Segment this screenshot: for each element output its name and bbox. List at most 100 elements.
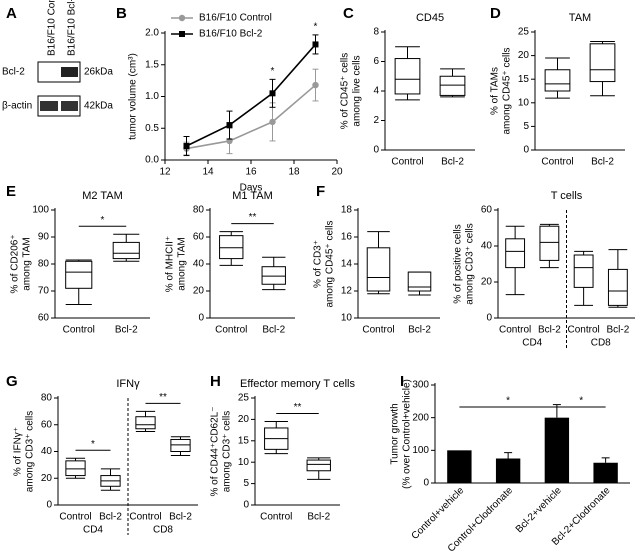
chart-title: TAM	[569, 12, 591, 24]
x-tick-label: Bcl-2	[307, 512, 330, 523]
chart-title: CD45	[416, 12, 444, 24]
y-axis-label: among CD45⁺ cells	[502, 48, 513, 135]
band-size: 42kDa	[84, 101, 113, 112]
y-axis-label: (% over Control+vehicle)	[402, 379, 413, 489]
blot-band	[61, 101, 78, 111]
legend-marker	[178, 14, 186, 22]
y-tick-label: 40	[41, 446, 53, 457]
box	[607, 268, 628, 306]
y-tick-label: 14	[341, 259, 353, 270]
group-label: CD4	[83, 525, 103, 536]
box	[261, 266, 286, 285]
y-tick-label: 10	[238, 457, 250, 468]
y-tick-label: 0	[198, 313, 204, 324]
x-tick-label: Bcl-2+vehicle	[514, 485, 564, 535]
annotation: **	[159, 392, 167, 403]
point	[269, 118, 276, 126]
panel-letter: B	[116, 5, 127, 22]
band-size: 26kDa	[84, 67, 113, 78]
y-axis-label: among CD3⁺ cells	[25, 411, 36, 492]
y-tick-label: 0	[423, 478, 429, 489]
y-tick-label: 200	[412, 412, 429, 423]
x-tick-label: Control	[499, 325, 531, 336]
x-tick-label: Bcl-2	[99, 512, 122, 523]
point	[312, 41, 319, 48]
y-tick-label: 20	[238, 414, 250, 425]
x-tick-label: Bcl-2	[408, 325, 431, 336]
y-tick-label: 0	[523, 145, 529, 156]
x-tick-label: Bcl-2	[262, 325, 285, 336]
y-tick-label: 60	[41, 419, 53, 430]
box	[170, 438, 191, 452]
bar	[544, 417, 570, 483]
y-tick-label: 90	[38, 232, 50, 243]
annotation: **	[249, 212, 257, 223]
x-tick-label: 20	[331, 167, 343, 178]
x-tick-label: 12	[159, 167, 171, 178]
annotation: *	[271, 66, 275, 77]
y-tick-label: 20	[518, 50, 530, 61]
y-axis-label: tumor volume (cm³)	[128, 53, 139, 140]
box	[573, 254, 594, 288]
x-tick-label: Bcl-2	[606, 325, 629, 336]
y-tick-label: 80	[38, 259, 50, 270]
x-tick-label: Bcl-2	[115, 325, 138, 336]
y-tick-label: 18	[341, 205, 353, 216]
x-tick-label: Control	[59, 512, 91, 523]
y-tick-label: 15	[518, 74, 530, 85]
y-tick-label: 12	[341, 286, 353, 297]
y-axis-label: % of positive cells	[453, 224, 464, 303]
y-tick-label: 0	[243, 500, 249, 511]
box	[219, 235, 244, 260]
annotation: *	[506, 396, 510, 407]
box	[394, 58, 421, 95]
y-tick-label: 1.5	[145, 59, 159, 70]
x-tick-label: Control	[260, 512, 292, 523]
box	[505, 238, 526, 269]
y-tick-label: 60	[38, 313, 50, 324]
y-axis-label: % of CD44⁺CD62L⁻	[210, 406, 221, 496]
group-label: CD8	[591, 338, 611, 349]
bar	[447, 450, 472, 483]
band-label: Bcl-2	[2, 67, 25, 78]
x-tick-label: Bcl-2	[538, 325, 561, 336]
x-tick-label: Bcl-2	[591, 157, 614, 168]
group-label: CD8	[153, 525, 173, 536]
panel-letter: I	[400, 373, 404, 390]
bar	[593, 462, 618, 483]
annotation: *	[91, 439, 95, 450]
y-tick-label: 100	[412, 445, 429, 456]
x-tick-label: 16	[245, 167, 257, 178]
y-axis-label: Tumor growth	[390, 403, 401, 464]
chart-title: IFNγ	[116, 378, 140, 390]
lane-label: B16/F10 Control	[47, 0, 58, 56]
y-tick-label: 20	[41, 473, 53, 484]
y-tick-label: 300	[412, 380, 429, 391]
x-tick-label: Control	[541, 157, 573, 168]
y-axis-label: % of CD45⁺ cells	[340, 53, 351, 129]
y-axis-label: % of TAMs	[490, 67, 501, 115]
x-tick-label: Control	[362, 325, 394, 336]
panel-letter: E	[6, 183, 16, 200]
y-tick-label: 4	[373, 86, 379, 97]
panel-letter: F	[316, 183, 325, 200]
panel-letter: H	[210, 373, 221, 390]
chart-title: M2 TAM	[82, 190, 123, 202]
y-tick-label: 2	[373, 115, 379, 126]
lane-label: B16/F10 Bcl-2	[67, 0, 78, 56]
legend-label: B16/F10 Bcl-2	[199, 29, 263, 40]
y-tick-label: 40	[481, 241, 493, 252]
y-tick-label: 6	[373, 56, 379, 67]
y-axis-label: % of CD206⁺	[10, 234, 21, 293]
box	[407, 271, 432, 292]
y-tick-label: 20	[481, 277, 493, 288]
x-tick-label: Control	[215, 325, 247, 336]
blot-band	[61, 67, 78, 77]
y-tick-label: 8	[373, 27, 379, 38]
y-tick-label: 40	[193, 259, 205, 270]
box	[306, 459, 331, 472]
y-tick-label: 25	[238, 393, 250, 404]
point	[312, 81, 319, 89]
